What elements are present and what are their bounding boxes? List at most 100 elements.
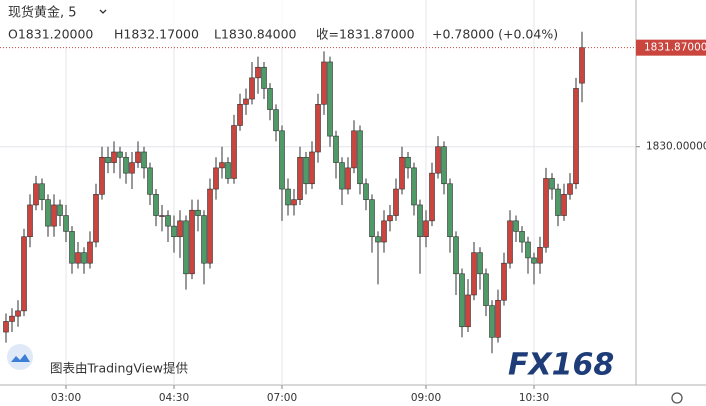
candle-up bbox=[315, 104, 321, 153]
candle-down bbox=[57, 204, 63, 216]
candle-down bbox=[45, 199, 51, 227]
candle-up bbox=[87, 241, 93, 264]
candles bbox=[3, 31, 585, 354]
candle-down bbox=[447, 183, 453, 238]
candle-up bbox=[99, 156, 105, 195]
candle-down bbox=[117, 151, 123, 158]
x-tick-label: 10:30 bbox=[519, 392, 549, 404]
candle-down bbox=[63, 215, 69, 232]
candle-up bbox=[291, 199, 297, 206]
x-tick-label: 03:00 bbox=[51, 392, 81, 404]
candle-down bbox=[327, 61, 333, 137]
candle-down bbox=[477, 252, 483, 275]
candle-down bbox=[153, 194, 159, 216]
candle-down bbox=[303, 156, 309, 185]
candle-down bbox=[183, 220, 189, 275]
candle-up bbox=[429, 172, 435, 222]
candle-up bbox=[3, 321, 9, 333]
header-low: L1830.84000 bbox=[214, 27, 297, 42]
candle-down bbox=[339, 162, 345, 190]
candle-up bbox=[213, 167, 219, 190]
candle-up bbox=[495, 299, 501, 338]
title-dropdown[interactable] bbox=[99, 9, 107, 14]
candle-down bbox=[369, 199, 375, 238]
overlay: 1831.87000 bbox=[0, 39, 706, 56]
candle-up bbox=[9, 315, 15, 322]
candle-up bbox=[177, 220, 183, 238]
candle-up bbox=[351, 130, 357, 169]
candle-up bbox=[561, 194, 567, 216]
header-open: O1831.20000 bbox=[8, 27, 93, 42]
candle-up bbox=[501, 262, 507, 301]
candle-up bbox=[243, 98, 249, 105]
candle-down bbox=[375, 236, 381, 243]
candle-up bbox=[381, 220, 387, 243]
candle-down bbox=[555, 188, 561, 216]
candle-down bbox=[147, 167, 153, 195]
candle-up bbox=[75, 252, 81, 264]
candle-up bbox=[159, 215, 165, 217]
candle-down bbox=[357, 130, 363, 185]
candle-up bbox=[297, 156, 303, 200]
candle-down bbox=[489, 305, 495, 338]
candle-up bbox=[471, 252, 477, 296]
candle-down bbox=[201, 215, 207, 264]
candle-up bbox=[189, 209, 195, 275]
last-price-label: 1831.87000 bbox=[644, 42, 706, 54]
candle-up bbox=[399, 156, 405, 190]
candle-down bbox=[225, 162, 231, 179]
candle-up bbox=[129, 162, 135, 174]
candle-down bbox=[459, 273, 465, 328]
candle-down bbox=[333, 135, 339, 163]
candle-down bbox=[279, 130, 285, 190]
candle-up bbox=[249, 77, 255, 100]
candle-down bbox=[105, 156, 111, 163]
candle-up bbox=[465, 294, 471, 328]
candle-up bbox=[543, 178, 549, 248]
candle-up bbox=[423, 220, 429, 238]
candle-up bbox=[27, 204, 33, 238]
candle-up bbox=[387, 215, 393, 222]
candle-up bbox=[51, 204, 57, 227]
candle-down bbox=[525, 241, 531, 259]
fx168-logo: FX168 bbox=[508, 348, 614, 383]
candle-up bbox=[537, 247, 543, 264]
settings-icon[interactable] bbox=[671, 392, 683, 404]
header-close: 收=1831.87000 bbox=[316, 27, 415, 42]
candle-down bbox=[363, 183, 369, 200]
header-bg bbox=[0, 0, 380, 46]
candle-down bbox=[273, 109, 279, 132]
y-tick-label: 1830.00000 bbox=[646, 141, 706, 153]
candle-up bbox=[567, 183, 573, 195]
candle-up bbox=[219, 162, 225, 169]
candle-up bbox=[207, 188, 213, 264]
candle-up bbox=[435, 146, 441, 174]
candle-up bbox=[309, 151, 315, 185]
candle-up bbox=[321, 61, 327, 105]
candle-down bbox=[411, 167, 417, 206]
candle-down bbox=[285, 188, 291, 206]
candle-down bbox=[549, 178, 555, 190]
x-tick-label: 07:00 bbox=[267, 392, 297, 404]
candle-down bbox=[123, 156, 129, 174]
candle-down bbox=[261, 66, 267, 89]
candle-up bbox=[111, 151, 117, 163]
last-price-box bbox=[636, 39, 706, 56]
candle-down bbox=[39, 183, 45, 200]
candle-up bbox=[21, 236, 27, 312]
x-tick-label: 04:30 bbox=[159, 392, 189, 404]
candle-up bbox=[507, 220, 513, 264]
candle-down bbox=[453, 236, 459, 275]
candle-up bbox=[345, 167, 351, 190]
candle-down bbox=[165, 215, 171, 227]
x-tick-label: 09:00 bbox=[411, 392, 441, 404]
candle-up bbox=[15, 310, 21, 317]
candle-down bbox=[519, 231, 525, 243]
candle-down bbox=[171, 225, 177, 238]
tv-logo[interactable] bbox=[7, 344, 33, 370]
candle-down bbox=[81, 252, 87, 264]
candle-down bbox=[441, 146, 447, 185]
candle-down bbox=[141, 151, 147, 169]
